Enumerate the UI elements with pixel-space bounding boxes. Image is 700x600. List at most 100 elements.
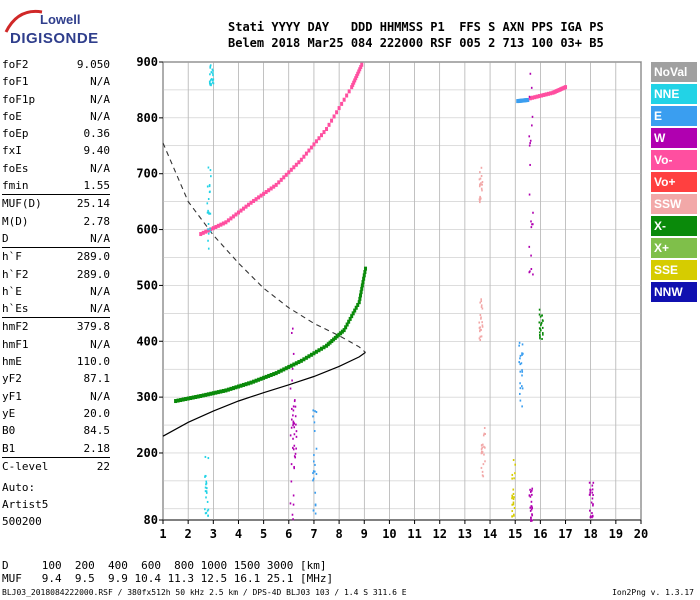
echo-point-x [326, 342, 330, 347]
noise-dot [209, 169, 212, 172]
noise-dot [205, 511, 208, 514]
noise-dot [590, 501, 593, 504]
param-separator [2, 317, 110, 319]
legend-item-nne: NNE [651, 84, 697, 104]
noise-dot [481, 324, 484, 327]
noise-dot [530, 516, 532, 519]
echo-point-vo [307, 148, 311, 153]
x-tick-label: 6 [285, 527, 292, 541]
noise-dot [531, 487, 534, 490]
echo-point-x [345, 322, 349, 327]
echo-point-x [267, 373, 271, 378]
noise-dot [208, 211, 210, 214]
y-tick-label: 700 [136, 167, 158, 181]
noise-dot [541, 337, 543, 340]
param-name: hmF1 [2, 337, 29, 351]
noise-dot [480, 450, 483, 453]
noise-dot [479, 301, 482, 304]
echo-point-vo [359, 65, 363, 70]
noise-dot [478, 185, 481, 188]
noise-dot [521, 354, 523, 357]
noise-dot [484, 433, 486, 436]
echo-point-x [357, 300, 361, 305]
noise-dot [482, 434, 485, 437]
noise-dot [539, 315, 542, 318]
noise-dot [479, 328, 482, 331]
param-value: N/A [90, 92, 110, 106]
echo-point-x [354, 305, 358, 310]
echo-point-vo [535, 94, 539, 99]
noise-dot [293, 422, 296, 425]
noise-dot [293, 400, 296, 403]
x-tick-label: 20 [634, 527, 648, 541]
noise-dot [531, 489, 533, 492]
echo-point-vo [292, 165, 296, 170]
noise-dot [292, 405, 295, 408]
noise-dot [484, 446, 486, 449]
noise-dot [204, 474, 207, 477]
noise-dot [211, 68, 214, 71]
echo-point-x [247, 381, 251, 386]
x-tick-label: 3 [210, 527, 217, 541]
param-row: foF2 9.050 [2, 56, 110, 73]
echo-point-vo [244, 204, 248, 209]
param-row: hmF1 N/A [2, 336, 110, 353]
noise-dot [292, 494, 295, 497]
param-separator [2, 247, 110, 249]
echo-point-x [364, 266, 368, 271]
noise-dot [483, 453, 485, 456]
echo-point-x [262, 375, 266, 380]
noise-dot [529, 495, 532, 498]
noise-dot [291, 367, 294, 370]
noise-dot [481, 180, 484, 183]
param-value: N/A [90, 389, 110, 403]
noise-dot [480, 466, 483, 469]
echo-point-vo [319, 133, 323, 138]
noise-dot [540, 324, 542, 327]
param-name: h`F [2, 250, 22, 264]
echo-point-x [325, 343, 329, 348]
echo-point-x [362, 276, 366, 281]
echo-point-x [361, 280, 365, 285]
echo-point-x [356, 302, 360, 307]
echo-point-vo [269, 186, 273, 191]
echo-point-vo [211, 226, 215, 231]
noise-dot [212, 79, 214, 82]
echo-point-vo [216, 223, 220, 228]
noise-dot [294, 405, 297, 408]
noise-dot [291, 379, 293, 382]
noise-dot [205, 496, 207, 499]
noise-dot [530, 508, 533, 511]
noise-dot [518, 341, 521, 344]
legend: NoVal NNE E W Vo- Vo+ SSW X- X+ SSE NNW [651, 62, 697, 304]
param-row: fxI 9.40 [2, 142, 110, 159]
noise-dot [529, 139, 532, 142]
y-tick-label: 500 [136, 278, 158, 292]
noise-dot [511, 515, 513, 518]
noise-dot [538, 321, 541, 324]
noise-dot [531, 223, 533, 226]
echo-point-x [236, 384, 240, 389]
echo-point-x [174, 399, 178, 404]
noise-dot [290, 418, 293, 421]
echo-point-x [254, 378, 258, 383]
noise-dot [313, 470, 316, 473]
noise-dot [591, 484, 594, 487]
x-tick-label: 16 [533, 527, 547, 541]
noise-dot [481, 446, 484, 449]
noise-dot [513, 496, 515, 499]
noise-dot [206, 202, 209, 205]
echo-point-x [330, 339, 334, 344]
plot-frame [162, 61, 642, 521]
noise-dot [212, 69, 214, 72]
noise-dot [481, 451, 484, 454]
echo-point-vo [564, 85, 568, 90]
param-value: 87.1 [83, 372, 111, 386]
noise-dot [295, 435, 298, 438]
noise-dot [519, 370, 522, 373]
echo-point-x [294, 361, 298, 366]
noise-dot [512, 501, 515, 504]
param-row: hmF2 379.8 [2, 318, 110, 335]
noise-dot [207, 247, 210, 250]
echo-point-vo [356, 71, 360, 76]
